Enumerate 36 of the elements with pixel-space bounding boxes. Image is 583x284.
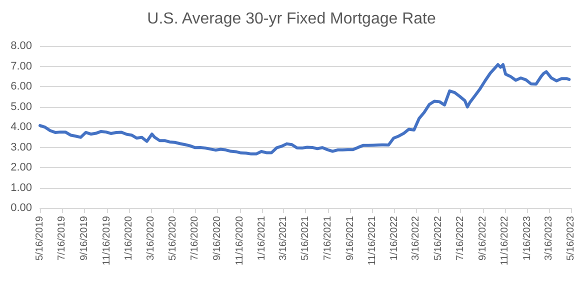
x-tick-label: 9/16/2022: [478, 216, 489, 260]
y-tick-label: 5.00: [10, 100, 32, 113]
x-tick-label: 7/16/2019: [56, 216, 68, 260]
y-tick-label: 4.00: [10, 121, 32, 133]
x-tick-label: 3/16/2022: [410, 216, 422, 260]
x-tick-label: 1/16/2023: [522, 216, 533, 260]
line-series: [38, 63, 571, 156]
y-tick-label: 6.00: [10, 80, 32, 92]
y-tick-label: 2.00: [10, 162, 32, 174]
x-tick-label: 1/16/2020: [124, 216, 135, 260]
y-tick-label: 7.00: [10, 60, 32, 72]
y-tick-label: 0.00: [10, 202, 32, 214]
x-tick-label: 3/16/2021: [278, 216, 290, 260]
x-tick-label: 11/16/2020: [234, 216, 246, 266]
x-tick-label: 7/16/2020: [190, 216, 201, 260]
x-tick-label: 5/16/2023: [566, 216, 576, 260]
y-tick-label: 3.00: [10, 141, 32, 154]
x-tick-label: 1/16/2022: [389, 216, 400, 260]
x-tick-label: 9/16/2019: [79, 216, 90, 260]
x-tick-label: 9/16/2021: [344, 216, 356, 260]
x-tick-label: 3/16/2023: [543, 216, 554, 260]
x-tick-label: 5/16/2021: [300, 216, 312, 260]
x-tick-label: 5/16/2022: [432, 216, 444, 260]
y-tick-label: 1.00: [10, 182, 32, 194]
x-tick-label: 5/16/2019: [34, 216, 46, 260]
x-tick-label: 5/16/2020: [168, 216, 179, 260]
x-tick-label: 3/16/2020: [145, 216, 156, 260]
x-tick-label: 11/16/2019: [101, 216, 112, 266]
x-tick-label: 11/16/2022: [500, 216, 511, 266]
x-tick-label: 1/16/2021: [256, 216, 268, 260]
chart-title: U.S. Average 30-yr Fixed Mortgage Rate: [147, 10, 436, 28]
x-tick-label: 7/16/2021: [322, 216, 334, 260]
x-tick-label: 11/16/2021: [367, 216, 378, 266]
x-tick-label: 9/16/2020: [212, 216, 224, 260]
x-tick-label: 7/16/2022: [455, 216, 466, 260]
y-tick-label: 8.00: [10, 40, 32, 52]
